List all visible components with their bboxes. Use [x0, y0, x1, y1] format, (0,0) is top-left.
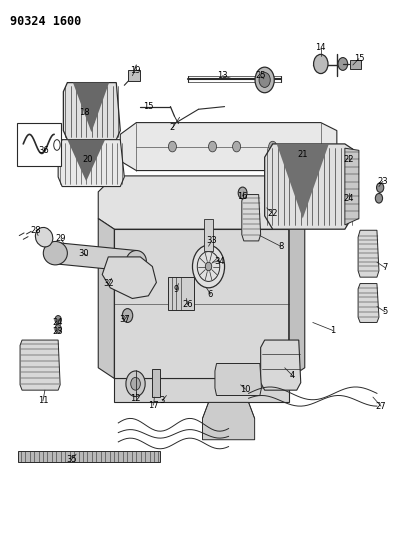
Ellipse shape [126, 251, 146, 272]
Text: 32: 32 [104, 279, 114, 288]
Text: 11: 11 [38, 397, 48, 405]
Text: 17: 17 [148, 401, 159, 409]
Text: 12: 12 [130, 394, 141, 403]
Text: 1: 1 [330, 326, 336, 335]
Text: 13: 13 [217, 71, 228, 80]
Polygon shape [58, 140, 124, 187]
Ellipse shape [375, 193, 383, 203]
Polygon shape [277, 144, 329, 219]
Polygon shape [67, 140, 105, 181]
Polygon shape [358, 230, 379, 277]
Ellipse shape [55, 316, 61, 324]
Ellipse shape [209, 141, 217, 152]
Polygon shape [114, 229, 289, 378]
Polygon shape [215, 364, 261, 395]
Ellipse shape [233, 141, 241, 152]
Ellipse shape [377, 183, 384, 192]
Polygon shape [102, 257, 156, 298]
Text: 26: 26 [182, 301, 193, 309]
Text: 37: 37 [119, 316, 130, 324]
Ellipse shape [168, 141, 176, 152]
Text: 9: 9 [174, 286, 179, 294]
Text: 8: 8 [278, 242, 284, 251]
Ellipse shape [338, 58, 348, 70]
Text: 7: 7 [382, 263, 388, 272]
Polygon shape [345, 148, 359, 225]
Text: 20: 20 [82, 156, 93, 164]
Text: 15: 15 [143, 102, 154, 111]
Polygon shape [358, 284, 379, 322]
Text: 22: 22 [344, 156, 354, 164]
Polygon shape [98, 219, 114, 378]
Ellipse shape [205, 262, 212, 271]
Text: 29: 29 [56, 235, 66, 243]
Text: 35: 35 [66, 455, 77, 464]
Polygon shape [73, 83, 109, 132]
Text: 5: 5 [382, 308, 388, 316]
Text: 21: 21 [298, 150, 308, 159]
Text: 18: 18 [79, 109, 89, 117]
Text: 28: 28 [31, 226, 41, 235]
Ellipse shape [131, 377, 140, 390]
Polygon shape [265, 144, 353, 229]
Polygon shape [120, 123, 337, 171]
Text: 16: 16 [237, 192, 248, 200]
Polygon shape [261, 340, 301, 390]
Bar [204, 219, 213, 251]
Polygon shape [128, 70, 140, 81]
Bar [350, 60, 361, 69]
Polygon shape [242, 195, 261, 241]
Polygon shape [55, 243, 136, 272]
Ellipse shape [269, 141, 277, 152]
Text: 23: 23 [378, 177, 388, 185]
Ellipse shape [122, 309, 133, 322]
Text: 24: 24 [344, 194, 354, 203]
Text: 24: 24 [52, 318, 63, 327]
Text: 25: 25 [255, 71, 266, 80]
Text: 27: 27 [376, 402, 386, 410]
Text: 34: 34 [215, 257, 225, 265]
Polygon shape [289, 208, 305, 378]
Polygon shape [63, 83, 120, 140]
Text: 10: 10 [240, 385, 251, 393]
Text: 3: 3 [160, 397, 165, 405]
Text: 30: 30 [78, 249, 89, 257]
Text: 14: 14 [316, 44, 326, 52]
Text: 22: 22 [267, 209, 278, 217]
Polygon shape [20, 340, 60, 390]
Text: 90324 1600: 90324 1600 [10, 15, 81, 28]
Text: 23: 23 [52, 327, 63, 336]
Polygon shape [203, 402, 255, 440]
Ellipse shape [255, 67, 274, 93]
Ellipse shape [314, 54, 328, 74]
Bar [17, 123, 61, 166]
Bar [18, 451, 160, 462]
Bar [168, 277, 194, 310]
Ellipse shape [192, 245, 225, 288]
Text: 33: 33 [207, 237, 217, 245]
Text: 2: 2 [170, 124, 175, 132]
Text: 15: 15 [354, 54, 364, 63]
Text: 4: 4 [290, 372, 296, 380]
Ellipse shape [238, 187, 247, 199]
Ellipse shape [126, 371, 145, 397]
Polygon shape [114, 378, 289, 402]
Text: 6: 6 [208, 290, 213, 298]
Polygon shape [98, 176, 305, 229]
Ellipse shape [55, 325, 61, 333]
Bar [152, 369, 160, 397]
Ellipse shape [259, 72, 270, 87]
Text: 36: 36 [38, 146, 49, 155]
Ellipse shape [35, 228, 53, 247]
Text: 19: 19 [130, 66, 140, 75]
Ellipse shape [43, 241, 67, 265]
